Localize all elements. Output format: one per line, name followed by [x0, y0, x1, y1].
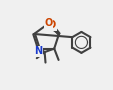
Text: O: O: [47, 20, 56, 30]
Text: O: O: [44, 18, 52, 28]
Text: N: N: [34, 46, 42, 56]
